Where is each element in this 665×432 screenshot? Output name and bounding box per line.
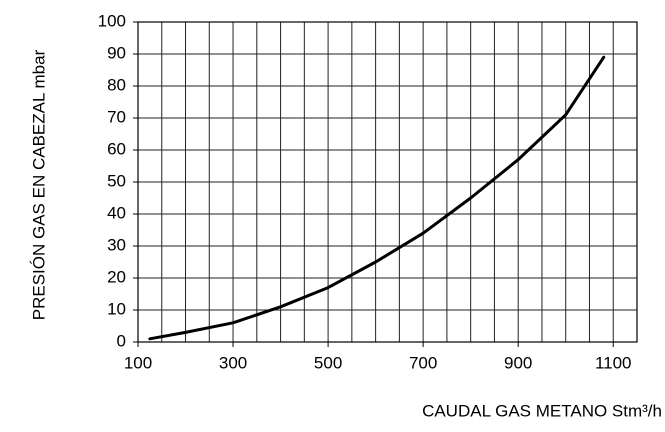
y-tick-label: 10 [107, 299, 126, 318]
x-tick-label: 100 [124, 353, 152, 372]
x-tick-label: 1100 [595, 353, 632, 372]
y-tick-label: 80 [107, 75, 126, 94]
y-tick-label: 60 [107, 139, 126, 158]
y-tick-label: 20 [107, 267, 126, 286]
y-tick-label: 90 [107, 43, 126, 62]
y-tick-label: 100 [98, 11, 126, 30]
y-tick-label: 30 [107, 235, 126, 254]
x-axis-label: CAUDAL GAS METANO Stm³/h [422, 401, 662, 420]
y-tick-label: 70 [107, 107, 126, 126]
y-tick-label: 50 [107, 171, 126, 190]
x-tick-label: 900 [504, 353, 532, 372]
x-tick-label: 700 [409, 353, 437, 372]
line [148, 55, 606, 341]
y-tick-label: 0 [117, 331, 126, 350]
plot-border [137, 21, 638, 343]
y-tick-label: 40 [107, 203, 126, 222]
x-tick-label: 300 [219, 353, 247, 372]
x-tick-label: 500 [314, 353, 342, 372]
y-axis-label: PRESIÓN GAS EN CABEZAL mbar [29, 49, 48, 320]
